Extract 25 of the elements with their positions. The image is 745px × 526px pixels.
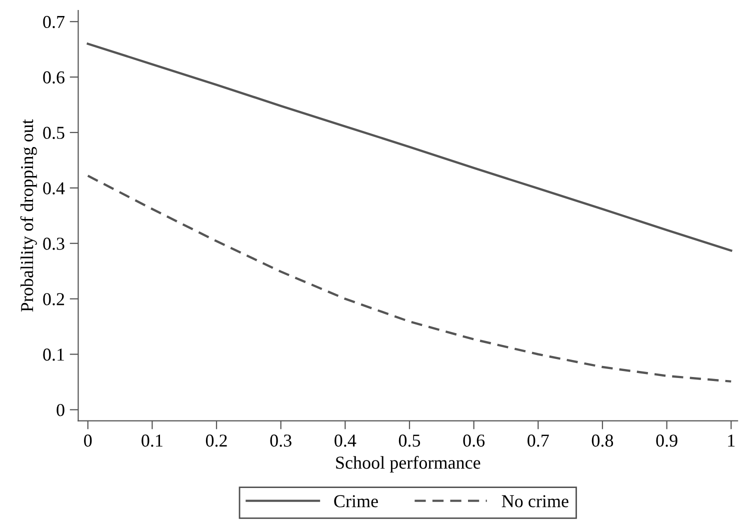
y-tick-label: 0 bbox=[56, 404, 64, 416]
x-tick-label: 0.2 bbox=[206, 434, 227, 447]
y-tick-label: 0.1 bbox=[43, 348, 64, 361]
y-axis-title: Probalility of dropping out bbox=[20, 119, 37, 312]
x-tick-label: 0.9 bbox=[656, 434, 678, 447]
x-tick-label: 0.1 bbox=[142, 434, 162, 447]
y-tick-label: 0.3 bbox=[43, 238, 64, 250]
line-series bbox=[86, 42, 732, 252]
legend-label: No crime bbox=[502, 495, 568, 508]
x-tick-label: 0.8 bbox=[592, 434, 614, 447]
x-tick-label: 0.5 bbox=[398, 434, 420, 447]
line-series bbox=[86, 174, 732, 383]
y-tick-label: 0.7 bbox=[43, 16, 65, 28]
legend-label: Crime bbox=[334, 495, 378, 508]
x-tick-label: 1 bbox=[728, 434, 735, 447]
y-tick-label: 0.2 bbox=[43, 293, 64, 306]
x-tick-label: 0 bbox=[84, 434, 92, 447]
x-tick-label: 0.4 bbox=[334, 434, 356, 447]
y-tick-label: 0.5 bbox=[43, 126, 64, 140]
x-axis-title: School performance bbox=[336, 456, 480, 472]
y-tick-label: 0.6 bbox=[43, 71, 64, 84]
x-tick-label: 0.3 bbox=[270, 434, 292, 447]
y-tick-label: 0.4 bbox=[43, 182, 65, 194]
x-tick-label: 0.6 bbox=[463, 434, 485, 447]
x-tick-label: 0.7 bbox=[528, 434, 549, 447]
